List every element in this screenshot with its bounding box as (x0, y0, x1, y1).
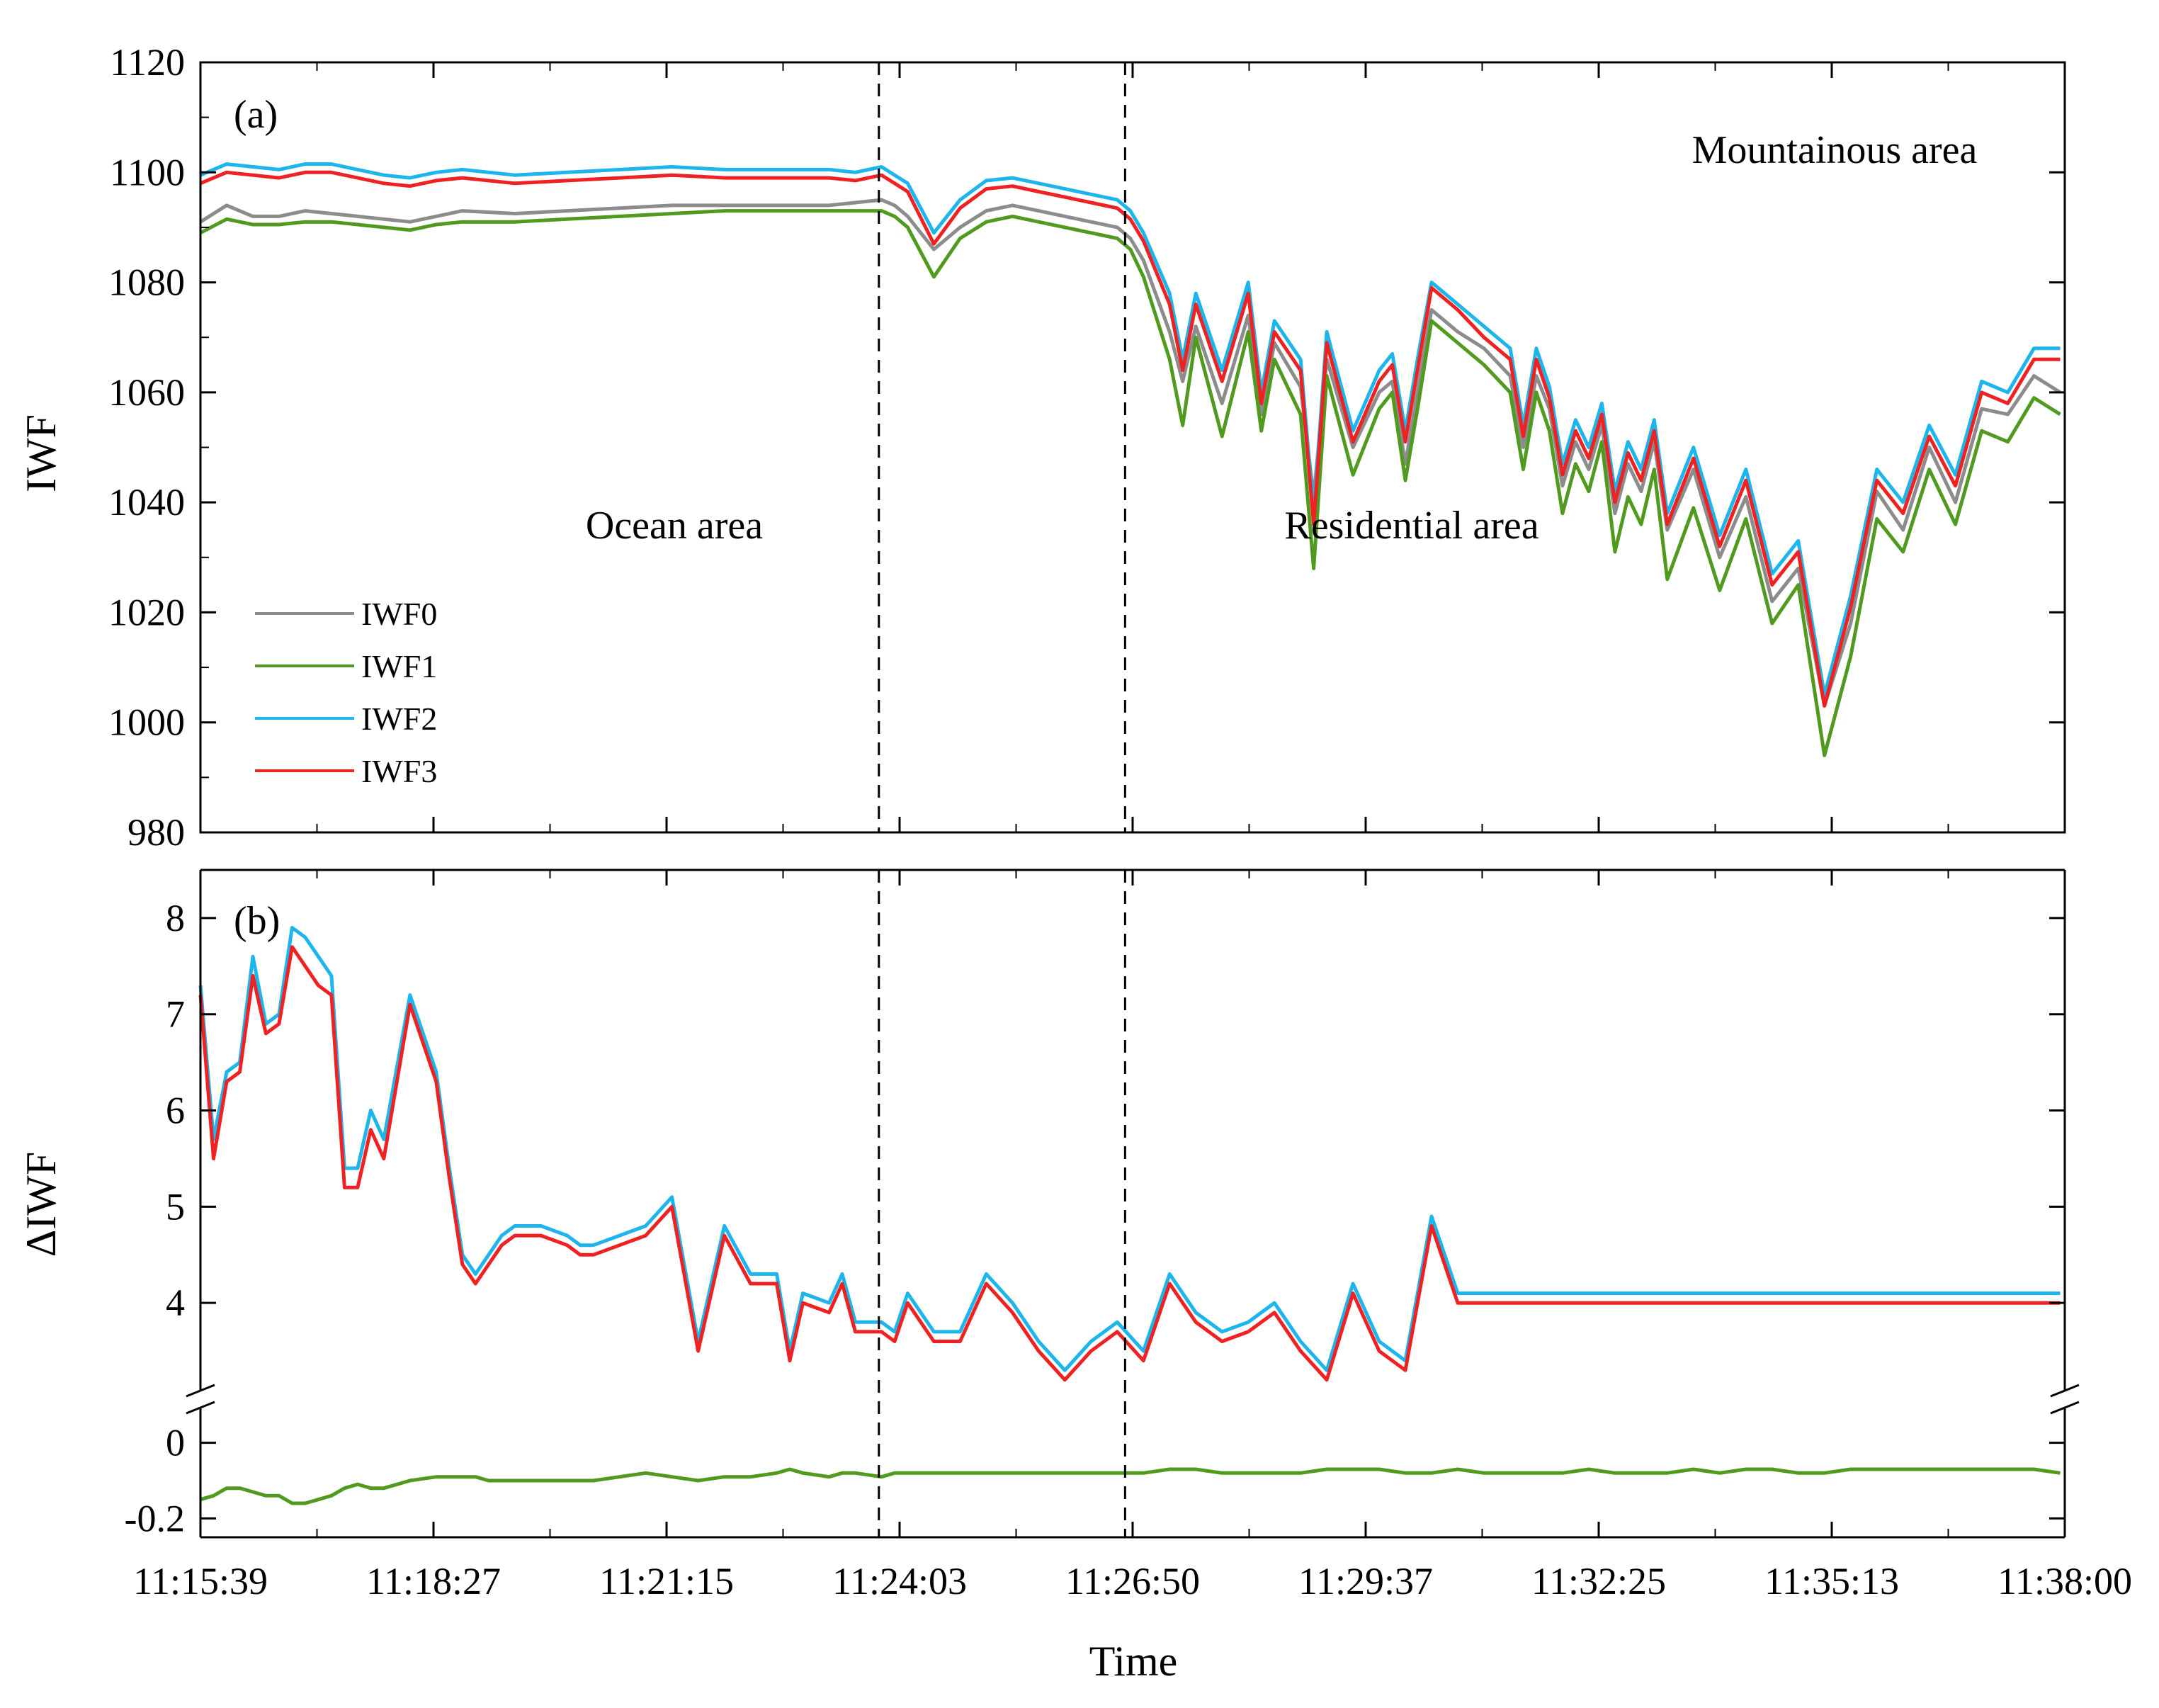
panel-a-series-iwf0 (199, 198, 2061, 708)
x-tick-label: 11:18:27 (366, 1560, 501, 1602)
panel-a-ytick-label: 1040 (108, 481, 185, 524)
panel-b-ytick-label: -0.2 (125, 1497, 185, 1539)
x-tick-label: 11:15:39 (133, 1560, 268, 1602)
panel-a-ylabel: IWF (18, 414, 64, 492)
legend-label-iwf2: IWF2 (361, 701, 437, 737)
axis-break-mark-left (186, 1401, 215, 1415)
panel-b-series-iwf2 (198, 926, 2061, 1372)
x-tick-label: 11:29:37 (1298, 1560, 1433, 1602)
panel-b-ytick-label: 5 (166, 1185, 185, 1228)
legend-label-iwf1: IWF1 (361, 648, 437, 684)
panel-b-series-iwf1 (200, 1467, 2061, 1505)
legend-label-iwf0: IWF0 (361, 596, 437, 632)
panel-a-ytick-label: 980 (128, 811, 185, 854)
x-tick-label: 11:38:00 (1998, 1560, 2132, 1602)
x-tick-label: 11:24:03 (832, 1560, 967, 1602)
panel-b-ytick-label: 8 (166, 897, 185, 939)
axis-break-mark-left (186, 1384, 215, 1398)
panel-a-label: (a) (234, 93, 278, 137)
panel-a-ytick-label: 1000 (108, 701, 185, 744)
panel-b-ytick-label: 6 (166, 1090, 185, 1132)
panel-a-axes: 980 1000 1020 1040 1060 1080 1100 1120 (108, 41, 2066, 854)
x-tick-label: 11:35:13 (1764, 1560, 1899, 1602)
x-axis-tick-labels: 11:15:39 11:18:27 11:21:15 11:24:03 11:26:50… (133, 62, 2132, 1602)
legend: IWF0 IWF1 IWF2 IWF3 (255, 596, 437, 789)
panel-b-ytick-label: 7 (166, 993, 185, 1036)
panel-b-delta-iwf-chart: -0.2 0 4 5 6 7 8 (b) ΔIWF (18, 869, 2080, 1539)
axis-break-mark-right (2050, 1384, 2080, 1398)
panel-b-ylabel: ΔIWF (18, 1152, 64, 1257)
panel-a-ytick-label: 1100 (110, 151, 185, 193)
annotation-mountainous-area: Mountainous area (1692, 128, 1978, 172)
x-tick-label: 11:32:25 (1531, 1560, 1666, 1602)
panel-a-ytick-label: 1080 (108, 261, 185, 304)
x-tick-label: 11:21:15 (599, 1560, 734, 1602)
panel-b-series-iwf3 (198, 945, 2061, 1382)
panel-b-ytick-label: 4 (166, 1282, 185, 1324)
x-axis-title: Time (1089, 1638, 1178, 1685)
x-tick-label: 11:26:50 (1065, 1560, 1200, 1602)
panel-a-series-iwf2 (200, 162, 2061, 697)
axis-break-mark-right (2050, 1401, 2080, 1415)
panel-a-series-iwf3 (200, 170, 2061, 708)
panel-a-series-iwf1 (199, 209, 2061, 757)
annotation-ocean-area: Ocean area (586, 504, 763, 548)
annotation-residential-area: Residential area (1284, 504, 1538, 548)
panel-b-axes: -0.2 0 4 5 6 7 8 (125, 869, 2080, 1539)
panel-b-label: (b) (234, 899, 280, 943)
panel-a-frame (199, 61, 2066, 834)
panel-a-ytick-label: 1020 (108, 591, 185, 633)
panel-a-ytick-label: 1060 (108, 371, 185, 414)
panel-a-series-group (199, 162, 2061, 757)
legend-label-iwf3: IWF3 (361, 753, 437, 789)
panel-a-ytick-label: 1120 (110, 41, 185, 84)
panel-b-ytick-label: 0 (166, 1422, 185, 1464)
panel-b-series-group (198, 926, 2061, 1505)
